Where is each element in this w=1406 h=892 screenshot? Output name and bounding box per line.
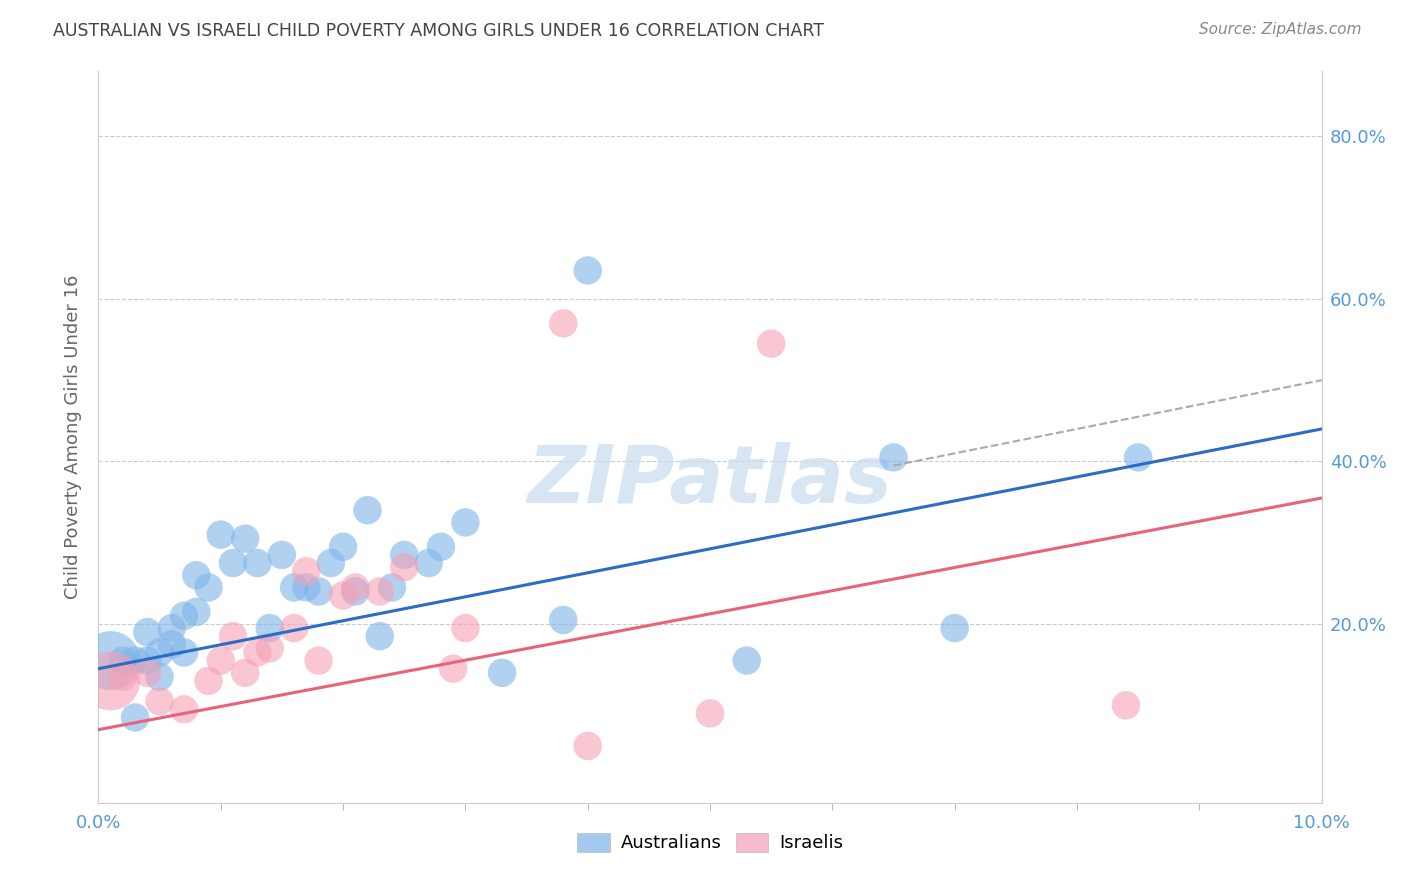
Point bbox=[392, 548, 416, 562]
Point bbox=[160, 621, 183, 635]
Point bbox=[576, 739, 599, 753]
Point bbox=[553, 316, 575, 330]
Point bbox=[418, 556, 440, 570]
Point bbox=[197, 673, 219, 688]
Point bbox=[222, 629, 245, 643]
Point bbox=[381, 581, 404, 595]
Text: ZIPatlas: ZIPatlas bbox=[527, 442, 893, 520]
Point bbox=[173, 608, 195, 623]
Point bbox=[368, 629, 391, 643]
Point bbox=[308, 654, 330, 668]
Point bbox=[356, 503, 378, 517]
Point bbox=[209, 527, 232, 541]
Point bbox=[270, 548, 292, 562]
Point bbox=[344, 584, 367, 599]
Point bbox=[699, 706, 721, 721]
Point bbox=[491, 665, 513, 680]
Point bbox=[233, 665, 256, 680]
Point bbox=[186, 605, 208, 619]
Point bbox=[173, 645, 195, 659]
Point bbox=[454, 621, 477, 635]
Point bbox=[454, 516, 477, 530]
Point bbox=[111, 654, 134, 668]
Point bbox=[149, 694, 172, 708]
Point bbox=[124, 710, 146, 724]
Point bbox=[441, 662, 464, 676]
Point bbox=[124, 654, 146, 668]
Point bbox=[553, 613, 575, 627]
Point bbox=[344, 581, 367, 595]
Point bbox=[1115, 698, 1137, 713]
Point bbox=[759, 336, 782, 351]
Y-axis label: Child Poverty Among Girls Under 16: Child Poverty Among Girls Under 16 bbox=[63, 275, 82, 599]
Point bbox=[160, 637, 183, 651]
Point bbox=[735, 654, 758, 668]
Point bbox=[259, 641, 281, 656]
Point bbox=[332, 540, 354, 554]
Point bbox=[430, 540, 453, 554]
Point bbox=[173, 702, 195, 716]
Text: Source: ZipAtlas.com: Source: ZipAtlas.com bbox=[1198, 22, 1361, 37]
Point bbox=[197, 581, 219, 595]
Point bbox=[283, 581, 305, 595]
Legend: Australians, Israelis: Australians, Israelis bbox=[569, 826, 851, 860]
Point bbox=[136, 654, 159, 668]
Point bbox=[111, 670, 134, 684]
Point bbox=[332, 589, 354, 603]
Text: AUSTRALIAN VS ISRAELI CHILD POVERTY AMONG GIRLS UNDER 16 CORRELATION CHART: AUSTRALIAN VS ISRAELI CHILD POVERTY AMON… bbox=[53, 22, 824, 40]
Point bbox=[246, 556, 269, 570]
Point bbox=[149, 645, 172, 659]
Point bbox=[883, 450, 905, 465]
Point bbox=[222, 556, 245, 570]
Point bbox=[576, 263, 599, 277]
Point bbox=[136, 665, 159, 680]
Point bbox=[100, 673, 122, 688]
Point bbox=[186, 568, 208, 582]
Point bbox=[368, 584, 391, 599]
Point bbox=[308, 584, 330, 599]
Point bbox=[136, 625, 159, 640]
Point bbox=[319, 556, 342, 570]
Point bbox=[392, 560, 416, 574]
Point bbox=[209, 654, 232, 668]
Point bbox=[295, 581, 318, 595]
Point bbox=[283, 621, 305, 635]
Point bbox=[246, 645, 269, 659]
Point bbox=[259, 621, 281, 635]
Point bbox=[943, 621, 966, 635]
Point bbox=[1128, 450, 1150, 465]
Point bbox=[149, 670, 172, 684]
Point bbox=[100, 654, 122, 668]
Point bbox=[295, 564, 318, 578]
Point bbox=[233, 532, 256, 546]
